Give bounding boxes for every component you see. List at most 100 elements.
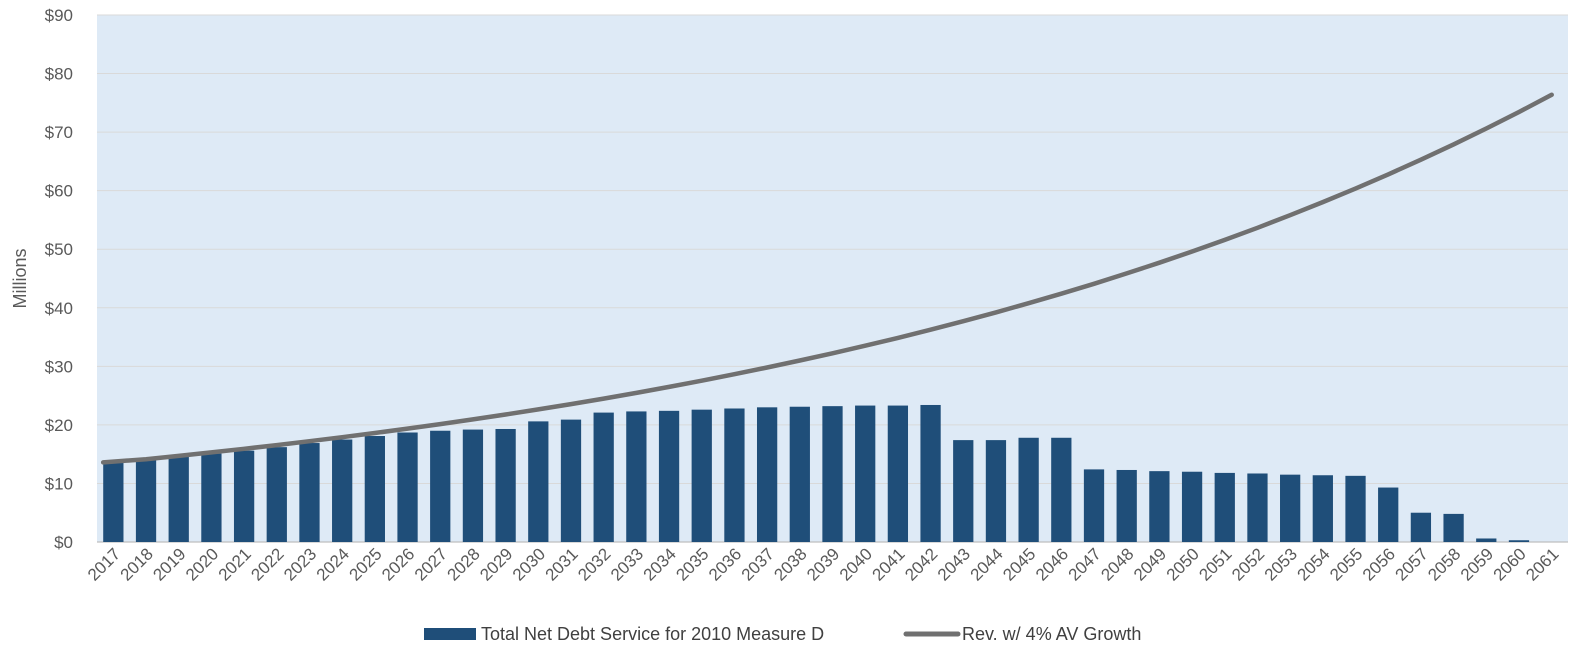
y-axis-label: Millions [10,248,30,308]
bar [593,412,614,542]
bar [1116,469,1137,542]
bar [332,439,353,542]
bar [822,406,843,542]
y-tick-label: $20 [45,416,73,435]
bar [1214,472,1235,542]
x-tick-label: 2037 [738,544,778,584]
x-tick-label: 2026 [378,544,418,584]
x-tick-label: 2017 [84,544,124,584]
x-tick-label: 2056 [1359,544,1399,584]
bar [756,407,778,542]
x-tick-label: 2030 [509,544,549,584]
bar [135,460,157,542]
x-tick-label: 2041 [869,544,909,584]
x-tick-label: 2029 [476,544,516,584]
x-tick-label: 2061 [1522,544,1562,584]
bar [1280,474,1301,542]
x-axis-ticks: 2017201820192020202120222023202420252026… [84,544,1562,584]
x-tick-label: 2045 [999,544,1039,584]
legend-line-label: Rev. w/ 4% AV Growth [962,624,1141,644]
x-tick-label: 2035 [672,544,712,584]
bar [920,404,941,542]
x-tick-label: 2043 [934,544,974,584]
x-tick-label: 2019 [149,544,189,584]
legend: Total Net Debt Service for 2010 Measure … [424,624,1141,644]
bar [495,428,516,542]
bar [1476,538,1497,542]
x-tick-label: 2040 [836,544,876,584]
bar [560,419,582,542]
bar-series [103,404,1530,542]
x-tick-label: 2049 [1130,544,1170,584]
bar [1312,475,1333,542]
x-tick-label: 2055 [1326,544,1366,584]
x-tick-label: 2048 [1097,544,1137,584]
bar [397,432,418,542]
bar [1018,437,1039,542]
bar [1247,473,1268,542]
x-tick-label: 2027 [411,544,451,584]
x-tick-label: 2058 [1424,544,1464,584]
x-tick-label: 2025 [346,544,386,584]
x-tick-label: 2057 [1392,544,1432,584]
line-series [100,92,1554,465]
x-tick-label: 2031 [542,544,582,584]
y-tick-label: $60 [45,182,73,201]
bar [1410,512,1432,542]
bar [1181,471,1203,542]
bar [1378,487,1399,542]
x-tick-label: 2051 [1195,544,1235,584]
bar [658,410,680,542]
bar [1083,469,1105,542]
x-tick-label: 2018 [117,544,157,584]
x-tick-label: 2028 [444,544,484,584]
x-tick-label: 2024 [313,544,353,584]
bar [103,462,124,542]
x-tick-label: 2032 [574,544,614,584]
x-tick-label: 2054 [1293,544,1333,584]
x-tick-label: 2059 [1457,544,1497,584]
y-tick-label: $40 [45,299,73,318]
bar [1051,437,1072,542]
x-tick-label: 2053 [1261,544,1301,584]
x-tick-label: 2042 [901,544,941,584]
bar [364,436,385,542]
x-tick-label: 2021 [215,544,255,584]
x-tick-label: 2050 [1163,544,1203,584]
x-tick-label: 2052 [1228,544,1268,584]
bar [1443,513,1464,542]
bar [299,443,320,542]
bar [462,429,484,542]
bar [266,447,287,542]
bar [789,406,810,542]
x-tick-label: 2038 [770,544,810,584]
bar [855,405,876,542]
x-tick-label: 2034 [640,544,680,584]
bar [985,440,1007,542]
x-tick-label: 2020 [182,544,222,584]
bar [1508,540,1530,542]
bar [528,421,549,542]
y-tick-label: $30 [45,357,73,376]
x-tick-label: 2046 [1032,544,1072,584]
x-tick-label: 2022 [247,544,287,584]
x-tick-label: 2039 [803,544,843,584]
bar [887,405,909,542]
bar [201,453,222,542]
x-tick-label: 2023 [280,544,320,584]
x-tick-label: 2036 [705,544,745,584]
bar [430,430,451,542]
y-tick-label: $90 [45,6,73,25]
bar [1345,475,1366,542]
x-tick-label: 2033 [607,544,647,584]
y-tick-label: $80 [45,65,73,84]
bar [626,411,647,542]
legend-bar-label: Total Net Debt Service for 2010 Measure … [481,624,824,644]
y-axis-ticks: $0 $10 $20 $30 $40 $50 $60 $70 $80 $90 [45,6,73,552]
x-tick-label: 2044 [967,544,1007,584]
x-tick-label: 2047 [1065,544,1105,584]
x-tick-label: 2060 [1490,544,1530,584]
revenue-line [100,92,1554,465]
